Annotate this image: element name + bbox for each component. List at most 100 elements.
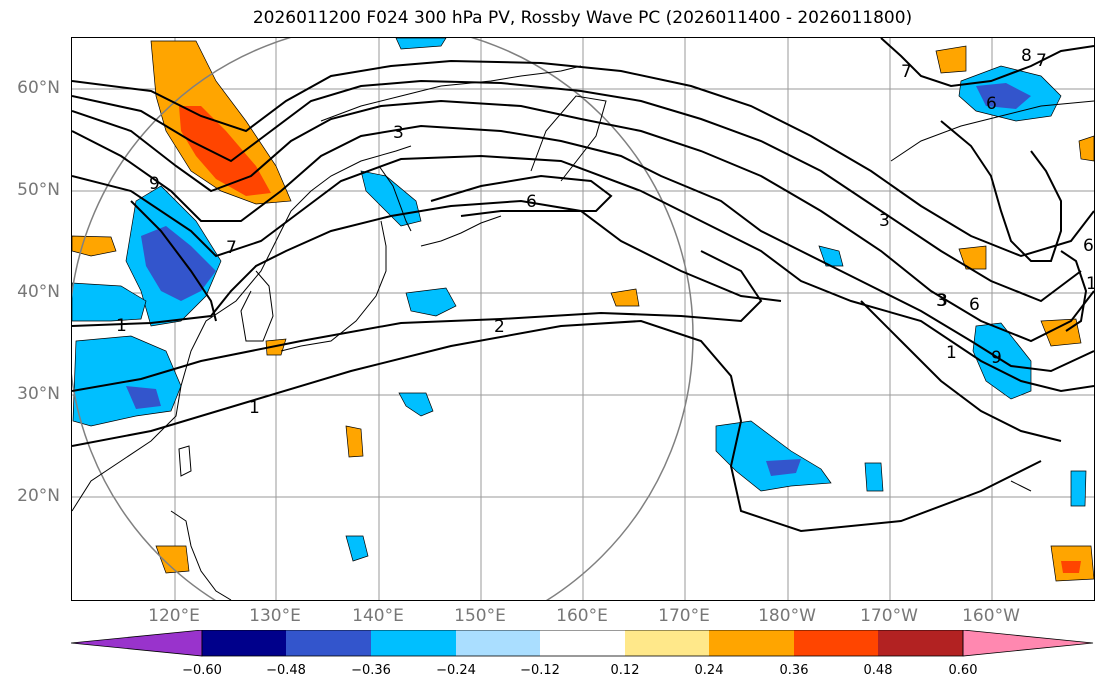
contour-label: 2 xyxy=(494,317,505,337)
colorbar-tick: −0.36 xyxy=(351,663,391,678)
negative-anomaly-dateline xyxy=(818,245,844,267)
lon-label-150e: 150°E xyxy=(454,606,506,626)
map-plot-area: 3 6 9 1 2 1 3 6 1 3 6 7 8 6 7 1 9 3 7 xyxy=(71,37,1095,601)
colorbar-tick: −0.24 xyxy=(436,663,476,678)
colorbar-bin-n060-n048 xyxy=(202,630,286,656)
negative-anomaly-north-pacific xyxy=(405,287,457,317)
colorbar-bin-n048-n036 xyxy=(286,630,371,656)
lon-label-180w: 180°W xyxy=(758,606,816,626)
positive-anomaly-alaska-gulf xyxy=(1040,318,1082,347)
contour-label: 9 xyxy=(991,348,1002,368)
positive-anomaly-north-top xyxy=(935,45,967,74)
coastline-japan xyxy=(280,220,387,352)
contour-label: 3 xyxy=(937,291,948,311)
contour-label: 6 xyxy=(986,94,997,114)
colorbar-bin-n024-n012 xyxy=(456,630,540,656)
negative-anomaly-east-china-core xyxy=(141,226,216,301)
coastline-sakhalin xyxy=(378,165,412,232)
positive-anomaly-west-edge xyxy=(72,235,117,257)
positive-anomaly-east-b xyxy=(1078,135,1094,162)
positive-anomaly-central xyxy=(610,288,640,307)
positive-anomaly-southeast-core xyxy=(1061,561,1081,573)
colorbar-bin-036-048 xyxy=(794,630,878,656)
pv-contours xyxy=(72,38,1094,533)
contour-pv-1-north xyxy=(72,199,782,327)
negative-anomaly-south-c xyxy=(864,462,884,492)
lon-label-170w: 170°W xyxy=(860,606,918,626)
lat-label-60n: 60°N xyxy=(17,78,60,98)
negative-anomaly-bering-core xyxy=(976,83,1031,109)
contour-pv-lower-arc xyxy=(860,300,1062,442)
lat-label-50n: 50°N xyxy=(17,180,60,200)
lat-label-30n: 30°N xyxy=(17,384,60,404)
contour-pv-6 xyxy=(72,124,1094,373)
lon-label-130e: 130°E xyxy=(249,606,301,626)
contour-label: 7 xyxy=(226,238,237,258)
contour-label: 9 xyxy=(149,174,160,194)
contour-label: 1 xyxy=(946,343,957,363)
contour-pv-trough xyxy=(130,200,217,322)
contour-labels: 3 6 9 1 2 1 3 6 1 3 6 7 8 6 7 1 9 3 7 xyxy=(116,46,1094,418)
map-canvas: 3 6 9 1 2 1 3 6 1 3 6 7 8 6 7 1 9 3 7 xyxy=(72,38,1094,600)
coastline-hawaii xyxy=(1010,480,1032,492)
map-title: 2026011200 F024 300 hPa PV, Rossby Wave … xyxy=(252,8,913,28)
colorbar-tick: 0.60 xyxy=(948,663,978,678)
negative-anomaly-southwest-core xyxy=(126,386,161,409)
colorbar-extend-high xyxy=(962,630,1094,657)
negative-anomaly-subtropical-core xyxy=(766,459,801,476)
rossby-wave-circle xyxy=(72,38,694,600)
contour-label: 1 xyxy=(1086,274,1094,294)
colorbar-tick: −0.48 xyxy=(266,663,306,678)
contour-pv-2 xyxy=(72,250,763,392)
coastline-asia-mainland xyxy=(72,145,412,512)
positive-anomaly-east-a xyxy=(958,245,987,270)
colorbar-bin-012-024 xyxy=(625,630,709,656)
negative-anomaly-subtropical xyxy=(715,420,832,492)
colorbar-outline xyxy=(201,630,964,657)
contour-label: 1 xyxy=(116,316,127,336)
colorbar xyxy=(71,630,1094,657)
coastline-korea xyxy=(240,270,274,342)
negative-anomaly-east-edge xyxy=(1070,470,1087,507)
colorbar-bin-024-036 xyxy=(709,630,794,656)
lat-label-40n: 40°N xyxy=(17,282,60,302)
coastlines xyxy=(72,65,1094,600)
contour-label: 3 xyxy=(393,123,404,143)
contour-label: 8 xyxy=(1021,46,1032,66)
colorbar-tick: −0.12 xyxy=(520,663,560,678)
lat-label-20n: 20°N xyxy=(17,486,60,506)
colorbar-bin-048-060 xyxy=(878,630,963,656)
coastline-philippines xyxy=(170,510,232,600)
lon-label-120e: 120°E xyxy=(148,606,200,626)
lon-label-160w: 160°W xyxy=(962,606,1020,626)
contour-label: 3 xyxy=(936,291,947,311)
positive-anomaly-small-south xyxy=(345,425,364,458)
contour-label: 6 xyxy=(969,295,980,315)
negative-anomaly-south-a xyxy=(398,392,434,417)
lon-label-170e: 170°E xyxy=(658,606,710,626)
negative-anomaly-top xyxy=(395,38,447,50)
colorbar-tick: 0.24 xyxy=(694,663,724,678)
colorbar-extend-low xyxy=(71,630,203,657)
colorbar-bin-n012-012 xyxy=(540,630,625,656)
colorbar-tick: 0.12 xyxy=(610,663,640,678)
positive-anomaly-philippines xyxy=(155,545,190,574)
contour-label: 1 xyxy=(249,398,260,418)
contour-label: 7 xyxy=(901,62,912,82)
contour-pv-ridge-east xyxy=(940,120,1062,262)
colorbar-tick: 0.36 xyxy=(779,663,809,678)
positive-anomaly-north-china-core xyxy=(179,106,271,196)
contour-pv-north-top xyxy=(880,38,1094,88)
contour-label: 6 xyxy=(1083,236,1094,256)
negative-anomaly-west xyxy=(72,282,147,322)
contour-pv-8 xyxy=(72,79,1082,303)
negative-anomaly-south-b xyxy=(345,535,369,562)
lon-label-160e: 160°E xyxy=(556,606,608,626)
coastline-siberia xyxy=(320,65,582,122)
coastline-taiwan xyxy=(178,445,192,477)
contour-label: 3 xyxy=(879,211,890,231)
contour-pv-9 xyxy=(72,59,1094,258)
contour-pv-3 xyxy=(72,154,1094,393)
contour-pv-low-east xyxy=(1060,250,1088,332)
coastline-kuril-islands xyxy=(420,215,502,247)
